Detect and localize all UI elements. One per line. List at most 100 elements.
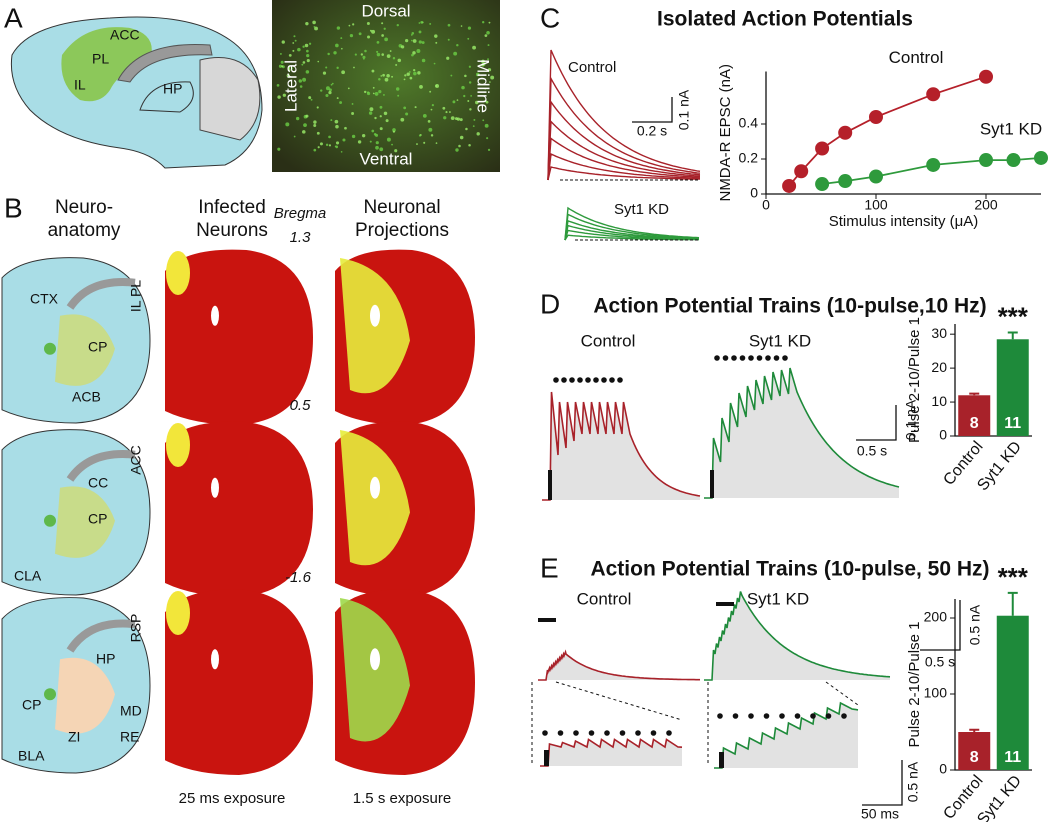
cell bbox=[458, 144, 461, 148]
cell bbox=[431, 103, 434, 107]
cell bbox=[335, 43, 339, 48]
cell bbox=[320, 89, 323, 92]
cell bbox=[344, 126, 347, 130]
region-label: MD bbox=[120, 703, 142, 719]
yellow-label bbox=[166, 423, 190, 467]
scale-label: 0.2 s bbox=[637, 123, 667, 139]
cell bbox=[328, 144, 332, 147]
y-axis-label: NMDA-R EPSC (nA) bbox=[717, 64, 734, 202]
column-header: Neurons bbox=[196, 220, 268, 241]
cell bbox=[363, 90, 367, 94]
cell bbox=[306, 49, 309, 53]
cell bbox=[421, 58, 426, 63]
panel-letter: D bbox=[540, 288, 560, 319]
cell bbox=[379, 115, 382, 118]
stim-bar bbox=[538, 618, 556, 622]
cell bbox=[455, 148, 459, 152]
yellow-label bbox=[166, 591, 190, 635]
cell bbox=[308, 42, 312, 45]
cell bbox=[306, 59, 310, 63]
scale-bar bbox=[856, 405, 897, 441]
panel-title: Action Potential Trains (10-pulse,10 Hz) bbox=[593, 295, 986, 318]
point bbox=[979, 153, 993, 168]
cell bbox=[302, 45, 305, 48]
cell bbox=[278, 64, 283, 68]
cell bbox=[340, 150, 343, 153]
cell bbox=[417, 71, 421, 75]
point bbox=[1034, 150, 1048, 165]
cell bbox=[418, 134, 422, 137]
cell bbox=[435, 41, 438, 44]
stimulus-dot bbox=[765, 355, 771, 361]
trace bbox=[547, 99, 701, 181]
cell bbox=[379, 147, 384, 152]
n-label: 8 bbox=[970, 749, 979, 766]
point bbox=[838, 125, 853, 140]
bregma-level: -1.6 bbox=[285, 569, 312, 586]
cell bbox=[330, 83, 333, 86]
bar bbox=[996, 339, 1029, 436]
stim-artifact bbox=[548, 470, 552, 500]
trace-label: Control bbox=[581, 331, 636, 350]
trace-label: Syt1 KD bbox=[614, 201, 669, 218]
significance: *** bbox=[998, 301, 1029, 331]
cell bbox=[308, 96, 312, 100]
cell bbox=[369, 140, 372, 143]
cell bbox=[391, 75, 394, 78]
error-bar bbox=[1007, 591, 1018, 616]
stimulus-dot bbox=[604, 730, 610, 736]
exposure-label: 25 ms exposure bbox=[179, 790, 286, 807]
stimulus-dot bbox=[609, 377, 615, 383]
region-label: CC bbox=[88, 475, 108, 491]
cell bbox=[487, 68, 492, 72]
cell bbox=[325, 93, 329, 98]
trace-fill bbox=[704, 368, 899, 498]
point bbox=[815, 141, 830, 156]
cell bbox=[487, 148, 491, 151]
cell bbox=[467, 37, 470, 40]
stimulus-dot bbox=[569, 377, 575, 383]
atlas-nucleus bbox=[44, 342, 56, 355]
cell bbox=[313, 148, 317, 152]
cell bbox=[434, 34, 438, 38]
atlas-tract bbox=[66, 278, 136, 310]
cell bbox=[384, 37, 388, 42]
cell bbox=[403, 78, 406, 81]
cell bbox=[339, 101, 343, 104]
stimulus-dot bbox=[617, 377, 623, 383]
trace-fill bbox=[538, 652, 700, 680]
cell bbox=[331, 82, 334, 85]
cell bbox=[392, 130, 396, 133]
trace bbox=[547, 137, 701, 181]
atlas-region bbox=[55, 486, 115, 558]
bar bbox=[958, 395, 991, 436]
x-tick-label: 0 bbox=[762, 197, 770, 213]
cell bbox=[463, 94, 466, 98]
cell bbox=[336, 26, 341, 30]
error-bar bbox=[969, 392, 980, 396]
cell bbox=[378, 78, 381, 81]
stimulus-dot bbox=[717, 713, 723, 719]
series-line bbox=[788, 75, 987, 187]
cell bbox=[443, 116, 447, 120]
region-label: IL bbox=[74, 77, 86, 93]
cell bbox=[302, 61, 306, 64]
column-header: Neuro- bbox=[55, 197, 113, 218]
trace bbox=[564, 234, 700, 241]
atlas-tract bbox=[66, 450, 136, 482]
cell bbox=[405, 112, 409, 116]
cell bbox=[328, 91, 332, 95]
cell bbox=[484, 123, 489, 128]
cell bbox=[446, 56, 450, 60]
region-label: RE bbox=[120, 729, 139, 745]
cell bbox=[374, 116, 377, 120]
bregma-level: 0.5 bbox=[290, 397, 312, 414]
cell bbox=[325, 86, 330, 91]
cell bbox=[286, 73, 290, 78]
atlas-tract bbox=[66, 619, 136, 653]
cell bbox=[405, 39, 409, 43]
cell bbox=[416, 49, 421, 54]
scale-label: 0.1 nA bbox=[903, 399, 919, 440]
cell bbox=[313, 123, 317, 127]
cell bbox=[482, 21, 485, 24]
